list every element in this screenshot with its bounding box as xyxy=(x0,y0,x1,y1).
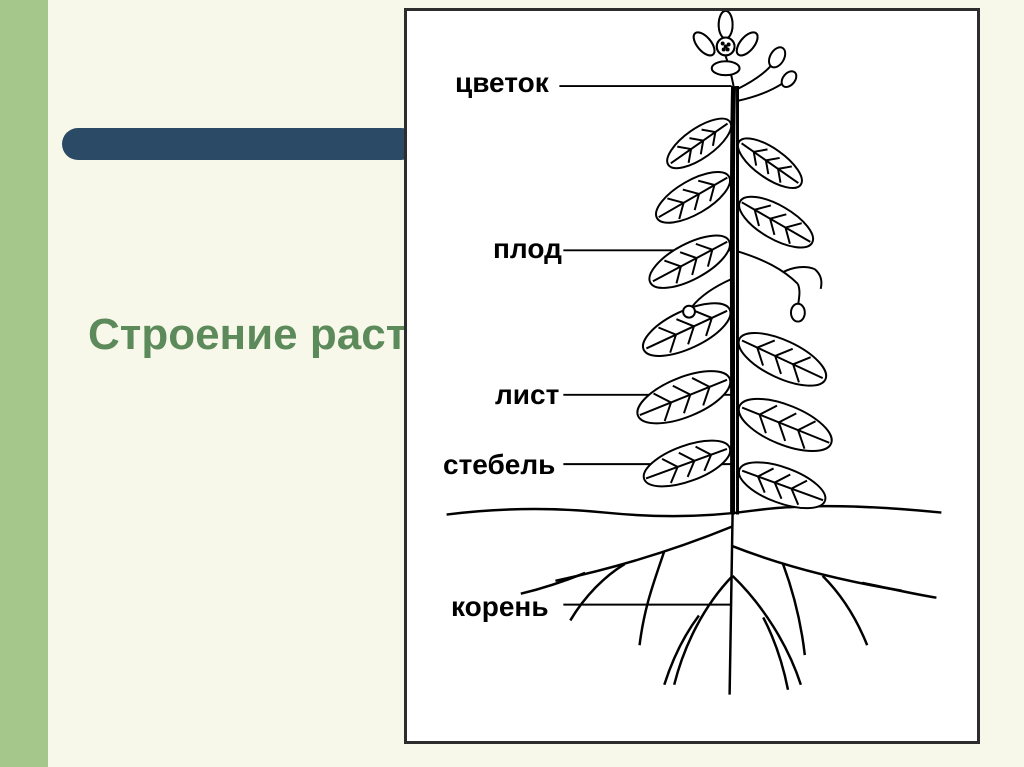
plant-diagram-frame: цветок плод лист стебель корень xyxy=(404,8,980,744)
plant-label-3: стебель xyxy=(443,449,555,481)
accent-bar xyxy=(62,128,417,160)
plant-label-0: цветок xyxy=(455,67,549,99)
plant-diagram-svg xyxy=(407,11,977,741)
plant-label-1: плод xyxy=(493,233,562,265)
plant-label-4: корень xyxy=(451,591,549,623)
slide-left-border xyxy=(0,0,48,767)
plant-label-2: лист xyxy=(495,379,559,411)
